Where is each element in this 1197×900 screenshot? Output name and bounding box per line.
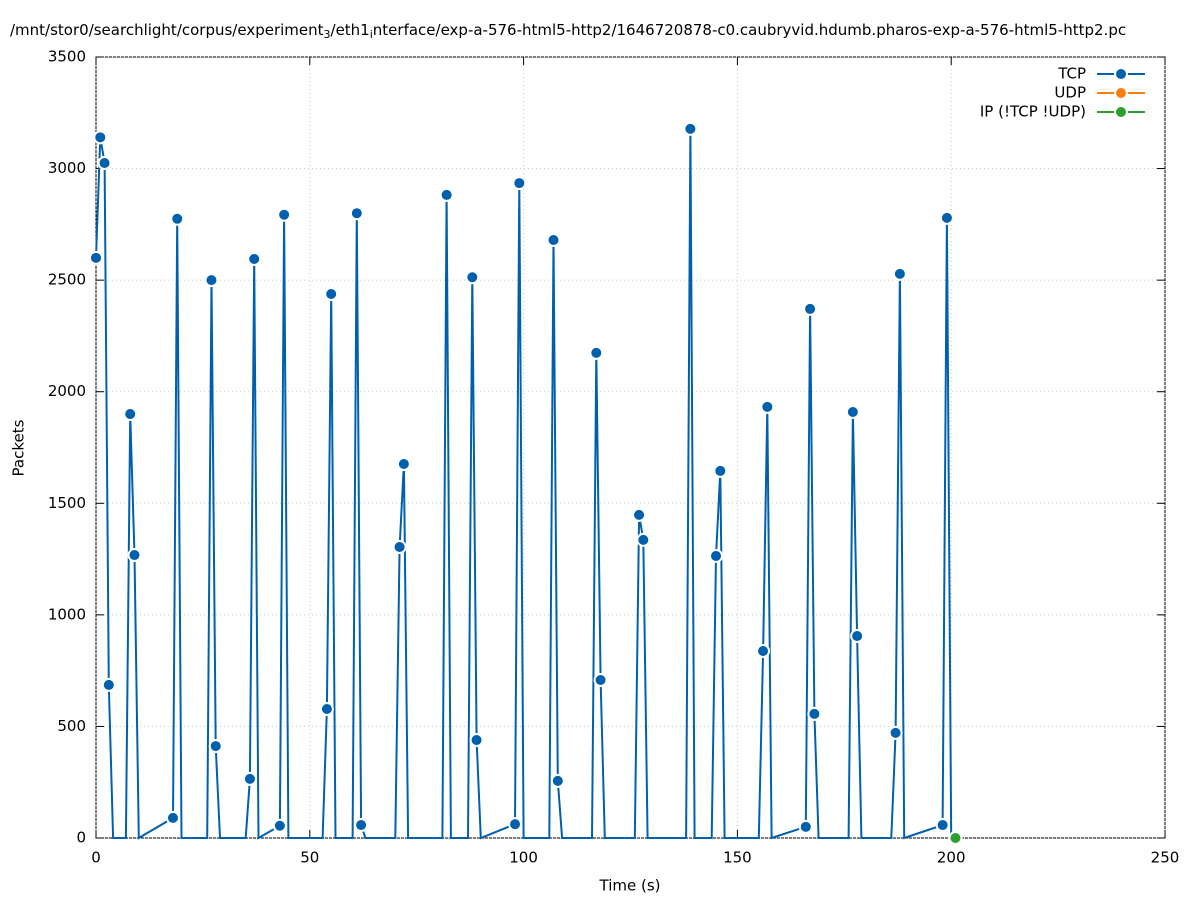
data-point	[349, 206, 364, 221]
y-tick-label: 2000	[48, 382, 86, 400]
data-point	[756, 644, 771, 659]
legend-marker	[1114, 67, 1128, 81]
data-point	[888, 725, 903, 740]
data-point	[713, 463, 728, 478]
data-point	[807, 706, 822, 721]
legend-label: UDP	[1054, 84, 1086, 102]
data-point	[632, 507, 647, 522]
y-tick-label: 0	[76, 829, 86, 847]
title-part: nterface/exp-a-576-html5-http2/164672087…	[373, 21, 1126, 39]
y-tick-label: 3500	[48, 48, 86, 66]
data-point	[760, 399, 775, 414]
data-point	[247, 251, 262, 266]
data-point	[396, 457, 411, 472]
data-point	[939, 210, 954, 225]
x-tick-label: 0	[91, 849, 101, 867]
data-point	[123, 407, 138, 422]
data-point	[165, 810, 180, 825]
data-point	[948, 831, 963, 845]
data-point	[892, 266, 907, 281]
data-point	[324, 286, 339, 301]
data-point	[127, 548, 142, 563]
data-point	[683, 121, 698, 136]
y-tick-label: 500	[57, 717, 86, 735]
data-point	[845, 405, 860, 420]
legend-marker	[1114, 86, 1128, 100]
data-point	[803, 301, 818, 316]
data-point	[272, 818, 287, 833]
data-point	[935, 818, 950, 833]
y-tick-label: 1500	[48, 494, 86, 512]
data-point	[512, 176, 527, 191]
x-tick-label: 250	[1151, 849, 1180, 867]
data-point	[636, 532, 651, 547]
data-point	[508, 817, 523, 832]
x-tick-label: 50	[300, 849, 319, 867]
title-part: /mnt/stor0/searchlight/corpus/experiment	[10, 21, 324, 39]
title-part: 3	[324, 28, 331, 41]
data-point	[392, 540, 407, 555]
data-point	[798, 819, 813, 834]
x-axis-label: Time (s)	[599, 877, 661, 895]
data-point	[204, 273, 219, 288]
data-point	[101, 677, 116, 692]
data-point	[550, 773, 565, 788]
data-point	[93, 130, 108, 145]
data-point	[242, 771, 257, 786]
title-part: i	[370, 28, 373, 41]
legend-label: IP (!TCP !UDP)	[980, 103, 1086, 121]
y-tick-label: 1000	[48, 605, 86, 623]
data-point	[319, 702, 334, 717]
y-axis-label: Packets	[10, 419, 28, 476]
chart-title: /mnt/stor0/searchlight/corpus/experiment…	[10, 21, 1126, 42]
data-point	[546, 232, 561, 247]
data-point	[208, 739, 223, 754]
legend-label: TCP	[1057, 65, 1086, 83]
data-point	[465, 270, 480, 285]
x-tick-label: 100	[509, 849, 538, 867]
x-tick-label: 200	[937, 849, 966, 867]
x-tick-label: 150	[723, 849, 752, 867]
data-point	[89, 250, 103, 265]
data-point	[439, 187, 454, 202]
title-part: /eth1	[331, 21, 370, 39]
data-point	[97, 155, 112, 170]
data-point	[354, 818, 369, 833]
data-point	[170, 211, 185, 226]
y-tick-label: 2500	[48, 271, 86, 289]
data-point	[589, 345, 604, 360]
data-point	[277, 207, 292, 222]
data-point	[593, 673, 608, 688]
y-tick-label: 3000	[48, 159, 86, 177]
data-line	[95, 128, 953, 840]
data-point	[469, 733, 484, 748]
legend-marker	[1114, 105, 1128, 119]
data-point	[709, 548, 724, 563]
data-point	[850, 629, 865, 644]
